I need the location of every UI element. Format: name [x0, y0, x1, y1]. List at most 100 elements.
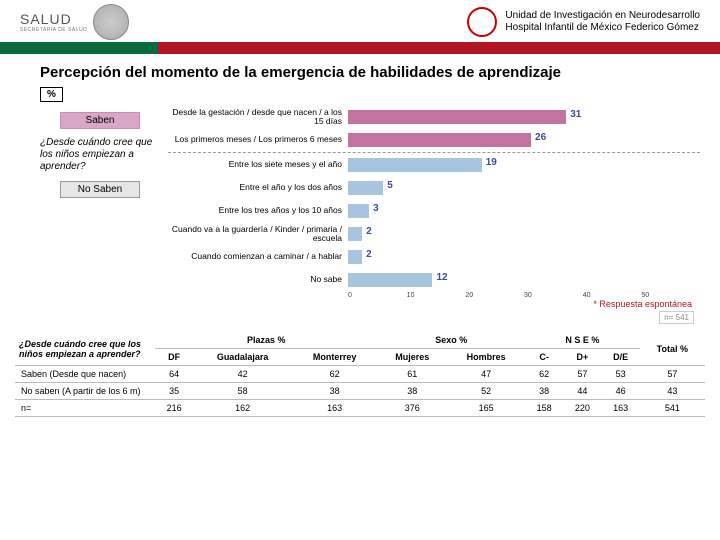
cell: 158 — [525, 400, 563, 417]
bar-row: Entre el año y los dos años 5 — [168, 177, 700, 199]
bar — [348, 133, 531, 147]
cell-total: 541 — [640, 400, 705, 417]
table-question: ¿Desde cuándo cree que los niños empieza… — [15, 332, 155, 366]
table-col: Mujeres — [377, 349, 447, 366]
cell: 38 — [525, 383, 563, 400]
bar-row: Cuando va a la guardería / Kinder / prim… — [168, 223, 700, 245]
bar — [348, 158, 482, 172]
percent-badge: % — [40, 87, 63, 102]
cell: 52 — [447, 383, 525, 400]
cell: 163 — [292, 400, 377, 417]
bar-value: 26 — [535, 132, 546, 143]
cell: 57 — [563, 366, 601, 383]
cell: 62 — [525, 366, 563, 383]
bar-label: Entre el año y los dos años — [168, 183, 348, 192]
cell: 165 — [447, 400, 525, 417]
cell: 220 — [563, 400, 601, 417]
page-title: Percepción del momento de la emergencia … — [0, 54, 720, 87]
bar-label: Desde la gestación / desde que nacen / a… — [168, 108, 348, 127]
cell: 38 — [292, 383, 377, 400]
cell-total: 43 — [640, 383, 705, 400]
data-table: ¿Desde cuándo cree que los niños empieza… — [15, 332, 705, 417]
cell: 47 — [447, 366, 525, 383]
n-note: n= 541 — [659, 311, 694, 324]
cell: 53 — [601, 366, 639, 383]
tag-nosaben: No Saben — [60, 181, 140, 198]
table-row: n=216162163376165158220163541 — [15, 400, 705, 417]
table-col: Guadalajara — [193, 349, 292, 366]
bar — [348, 273, 432, 287]
bar-row: No sabe 12 — [168, 269, 700, 291]
cell: 35 — [155, 383, 193, 400]
bar — [348, 227, 362, 241]
hospital-logo-icon — [467, 7, 497, 37]
bar-label: Cuando comienzan a caminar / a hablar — [168, 252, 348, 261]
cell: 61 — [377, 366, 447, 383]
unit-line1: Unidad de Investigación en Neurodesarrol… — [505, 10, 700, 22]
bar — [348, 110, 566, 124]
bar-label: Entre los siete meses y el año — [168, 160, 348, 169]
bar-row: Entre los siete meses y el año 19 — [168, 154, 700, 176]
unit-line2: Hospital Infantil de México Federico Góm… — [505, 22, 700, 34]
tag-saben: Saben — [60, 112, 140, 129]
cell: 46 — [601, 383, 639, 400]
row-label: n= — [15, 400, 155, 417]
bar-value: 12 — [436, 272, 447, 283]
group-plazas: Plazas % — [155, 332, 377, 349]
bar — [348, 204, 369, 218]
table-col: D+ — [563, 349, 601, 366]
institution-block: Unidad de Investigación en Neurodesarrol… — [467, 7, 700, 37]
cell: 163 — [601, 400, 639, 417]
table-col: DF — [155, 349, 193, 366]
bar-value: 19 — [486, 157, 497, 168]
chart-area: % Saben ¿Desde cuándo cree que los niños… — [0, 87, 720, 324]
bar-value: 5 — [387, 180, 393, 191]
left-question: ¿Desde cuándo cree que los niños empieza… — [40, 137, 160, 173]
bar-value: 2 — [366, 249, 372, 260]
cell: 162 — [193, 400, 292, 417]
x-axis: 01020304050 — [348, 292, 700, 299]
brand-name: SALUD — [20, 11, 87, 27]
bar-row: Desde la gestación / desde que nacen / a… — [168, 106, 700, 128]
cell: 38 — [377, 383, 447, 400]
bar-label: Los primeros meses / Los primeros 6 mese… — [168, 135, 348, 144]
bar-row: Los primeros meses / Los primeros 6 mese… — [168, 129, 700, 151]
group-total: Total % — [640, 332, 705, 366]
table-col: C- — [525, 349, 563, 366]
bar-value: 2 — [366, 226, 372, 237]
table-col: Monterrey — [292, 349, 377, 366]
cell: 44 — [563, 383, 601, 400]
cell: 58 — [193, 383, 292, 400]
group-nse: N S E % — [525, 332, 640, 349]
cell: 42 — [193, 366, 292, 383]
table-col: D/E — [601, 349, 639, 366]
cell-total: 57 — [640, 366, 705, 383]
brand-subtitle: SECRETARÍA DE SALUD — [20, 27, 87, 33]
brand-block: SALUD SECRETARÍA DE SALUD — [20, 4, 129, 40]
cell: 62 — [292, 366, 377, 383]
cell: 216 — [155, 400, 193, 417]
cell: 376 — [377, 400, 447, 417]
bar-label: No sabe — [168, 275, 348, 284]
group-sexo: Sexo % — [377, 332, 525, 349]
bar-row: Cuando comienzan a caminar / a hablar 2 — [168, 246, 700, 268]
table-col: Hombres — [447, 349, 525, 366]
bar-value: 31 — [570, 109, 581, 120]
bar-label: Cuando va a la guardería / Kinder / prim… — [168, 225, 348, 244]
table-row: No saben (A partir de los 6 m)3558383852… — [15, 383, 705, 400]
bar — [348, 181, 383, 195]
institution-text: Unidad de Investigación en Neurodesarrol… — [505, 10, 700, 34]
row-label: No saben (A partir de los 6 m) — [15, 383, 155, 400]
chart-left-column: Saben ¿Desde cuándo cree que los niños e… — [40, 106, 160, 299]
table-row: Saben (Desde que nacen)64426261476257535… — [15, 366, 705, 383]
footnote: * Respuesta espontánea — [40, 299, 700, 309]
header: SALUD SECRETARÍA DE SALUD Unidad de Inve… — [0, 0, 720, 42]
bar — [348, 250, 362, 264]
bar-label: Entre los tres años y los 10 años — [168, 206, 348, 215]
seal-icon — [93, 4, 129, 40]
cell: 64 — [155, 366, 193, 383]
color-stripe — [0, 42, 720, 54]
bar-value: 3 — [373, 203, 379, 214]
bar-row: Entre los tres años y los 10 años 3 — [168, 200, 700, 222]
row-label: Saben (Desde que nacen) — [15, 366, 155, 383]
